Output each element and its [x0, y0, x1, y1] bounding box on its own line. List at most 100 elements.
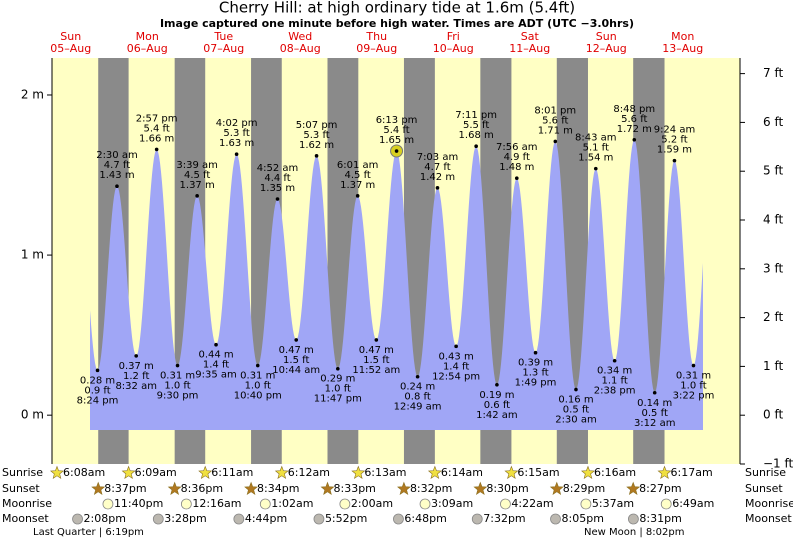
- sunset-icon: [473, 481, 488, 495]
- tide-point: [474, 144, 478, 149]
- tide-point: [336, 366, 340, 371]
- tide-label: 0.47 m: [359, 345, 394, 356]
- moon-phase: New Moon | 8:02pm: [584, 527, 684, 538]
- tide-point: [314, 154, 319, 158]
- tide-point: [495, 382, 499, 387]
- tide-label: 7:56 am: [496, 142, 538, 153]
- sunset-time: 8:37pm: [104, 482, 146, 495]
- row-label: Moonset: [2, 512, 49, 525]
- tide-label: 0.34 m: [597, 366, 632, 377]
- day-name: Fri: [447, 30, 460, 43]
- tide-point: [533, 350, 538, 355]
- tide-label: 0.29 m: [320, 374, 355, 385]
- day-name: Wed: [288, 30, 312, 43]
- tide-label: 0.28 m: [80, 375, 115, 386]
- tide-point: [115, 184, 119, 189]
- sunset-time: 8:29pm: [563, 482, 605, 495]
- tide-label: 1.48 m: [499, 162, 534, 173]
- moonrise-icon: [580, 498, 592, 510]
- row-label: Moonrise: [2, 497, 52, 510]
- tide-label: 4.9 ft: [504, 152, 530, 163]
- sunset-time: 8:32pm: [410, 482, 452, 495]
- sunrise-time: 6:16am: [594, 466, 636, 479]
- tide-label: 6:13 pm: [376, 115, 418, 126]
- tide-label: 5.6 ft: [542, 115, 568, 126]
- tide-point: [593, 166, 598, 171]
- moonset-time: 6:48pm: [404, 512, 446, 525]
- y-tick-label: 1 m: [21, 248, 44, 262]
- day-date: 05–Aug: [50, 42, 91, 55]
- tide-label: 0.47 m: [279, 345, 314, 356]
- row-label: Moonrise: [745, 497, 793, 510]
- sunrise-icon: [351, 465, 366, 479]
- moonrise-time: 2:00am: [351, 497, 393, 510]
- moonset-time: 8:31pm: [639, 512, 681, 525]
- tide-area: [90, 139, 703, 430]
- tide-label: 1.5 ft: [363, 355, 389, 366]
- y2-tick-label: 0 ft: [763, 408, 783, 422]
- sunrise-icon: [504, 465, 519, 479]
- tide-label: 1.68 m: [459, 130, 494, 141]
- tide-label: 1.43 m: [99, 170, 134, 181]
- tide-label: 4.5 ft: [184, 170, 210, 181]
- moonset-icon: [393, 513, 404, 525]
- day-date: 07–Aug: [203, 42, 244, 55]
- tide-label: 1.42 m: [420, 172, 455, 183]
- moonrise-icon: [102, 498, 114, 510]
- tide-label: 0.14 m: [637, 398, 672, 409]
- tide-label: 0.6 ft: [484, 400, 510, 411]
- moonrise-time: 4:22am: [511, 497, 553, 510]
- tide-point: [553, 139, 558, 144]
- sunrise-icon: [121, 465, 136, 479]
- moonrise-time: 6:49am: [672, 497, 714, 510]
- day-date: 13–Aug: [662, 42, 703, 55]
- tide-point: [454, 344, 458, 349]
- tide-label: 0.5 ft: [642, 408, 668, 419]
- sunset-time: 8:33pm: [334, 482, 376, 495]
- tide-label: 9:24 am: [654, 125, 696, 136]
- tide-label: 9:30 pm: [157, 391, 199, 402]
- y2-tick-label: −1 ft: [763, 457, 793, 471]
- moonset-icon: [627, 513, 639, 525]
- tide-point: [175, 363, 180, 368]
- sunset-time: 8:30pm: [486, 482, 528, 495]
- y2-tick-label: 5 ft: [763, 164, 783, 178]
- tide-label: 1.71 m: [538, 125, 573, 136]
- moonset-icon: [471, 513, 483, 525]
- plot: [52, 58, 740, 464]
- tide-point: [652, 390, 657, 395]
- tide-label: 0.31 m: [240, 371, 275, 382]
- tide-label: 1.63 m: [219, 138, 254, 149]
- tide-label: 0.44 m: [198, 350, 233, 361]
- tide-label: 6:01 am: [337, 160, 379, 171]
- y2-tick-label: 1 ft: [763, 359, 783, 373]
- tide-label: 4.7 ft: [104, 160, 130, 171]
- tide-label: 3:39 am: [176, 160, 218, 171]
- tide-point: [435, 186, 440, 190]
- tide-point: [154, 147, 159, 152]
- tide-label: 4.5 ft: [344, 170, 370, 181]
- sunset-icon: [167, 481, 182, 495]
- tide-label: 11:47 pm: [314, 394, 362, 405]
- moonrise-time: 11:40pm: [114, 497, 163, 510]
- tide-label: 0.16 m: [558, 395, 593, 406]
- sunrise-icon: [198, 465, 213, 479]
- tide-label: 4.4 ft: [264, 173, 290, 184]
- tide-label: 1.0 ft: [245, 381, 271, 392]
- sunset-icon: [320, 481, 335, 495]
- tide-point: [632, 138, 637, 142]
- tide-label: 5.6 ft: [621, 114, 647, 125]
- moonset-icon: [233, 513, 245, 525]
- tide-label: 5.1 ft: [583, 143, 609, 154]
- tide-label: 8:01 pm: [534, 105, 576, 116]
- day-name: Tue: [213, 30, 233, 43]
- moonrise-icon: [339, 498, 351, 510]
- tide-point: [355, 194, 360, 198]
- tide-label: 5.2 ft: [661, 135, 687, 146]
- tide-point: [95, 368, 100, 373]
- day-date: 12–Aug: [586, 42, 627, 55]
- tide-label: 1:49 pm: [515, 378, 557, 389]
- day-name: Sun: [60, 30, 81, 43]
- row-label: Moonset: [745, 512, 792, 525]
